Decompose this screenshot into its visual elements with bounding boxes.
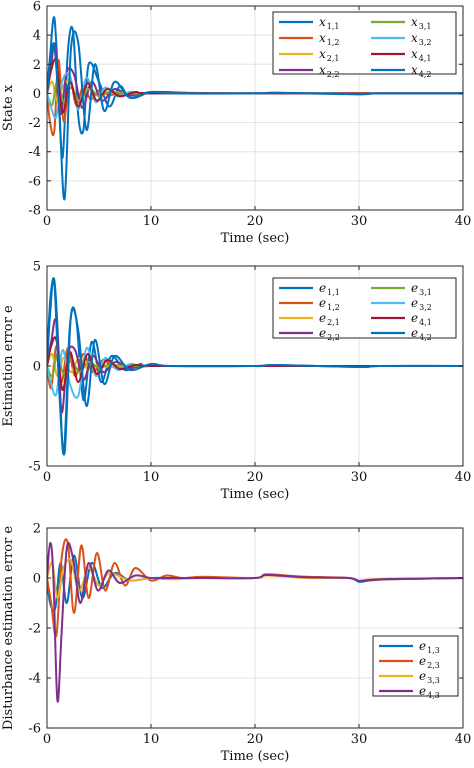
- y-tick-label: -8: [28, 204, 41, 219]
- x-tick-label: 40: [455, 732, 472, 747]
- y-tick-label: 6: [33, 0, 41, 15]
- x-tick-label: 20: [247, 214, 264, 229]
- y-tick-label: 4: [33, 29, 41, 44]
- x-tick-label: 40: [455, 214, 472, 229]
- y-tick-label: -6: [28, 174, 41, 189]
- x-tick-label: 0: [43, 214, 51, 229]
- series-group: [47, 16, 463, 201]
- x-tick-label: 10: [143, 470, 160, 485]
- series-group: [47, 277, 463, 456]
- legend: x1,1x1,2x2,1x2,2x3,1x3,2x4,1x4,2: [272, 11, 457, 79]
- y-axis-label: Disturbance estimation error e: [1, 526, 16, 730]
- x-tick-label: 0: [43, 732, 51, 747]
- series-line-e-4-3: [47, 541, 463, 703]
- x-axis-label: Time (sec): [221, 231, 290, 246]
- y-tick-label: -4: [28, 145, 41, 160]
- y-tick-label: -4: [28, 672, 41, 687]
- y-tick-label: 0: [33, 360, 41, 375]
- x-tick-label: 10: [143, 732, 160, 747]
- chart-3: 0 10 20 30 40 -6 -4 -2 0 2 Time (sec) Disturbance e…: [1, 522, 471, 765]
- y-axis-label: State x: [1, 84, 16, 131]
- y-tick-label: 2: [33, 522, 41, 537]
- chart-1: 0 10 20 30 40 -8 -6 -4 -2 0 2 4 6 Time (sec) State x x1…: [1, 0, 471, 246]
- y-tick-label: 0: [33, 87, 41, 102]
- y-tick-label: -6: [28, 722, 41, 737]
- x-tick-label: 30: [351, 214, 368, 229]
- y-tick-label: 2: [33, 58, 41, 73]
- y-tick-label: 0: [33, 572, 41, 587]
- x-tick-label: 20: [247, 732, 264, 747]
- series-line-x-4-2: [47, 30, 463, 201]
- y-tick-label: -2: [28, 622, 41, 637]
- x-tick-label: 20: [247, 470, 264, 485]
- series-line-e-4-2: [47, 277, 463, 456]
- legend: e1,1e1,2e2,1e2,2e3,1e3,2e4,1e4,2: [272, 277, 457, 342]
- x-axis-label: Time (sec): [221, 749, 290, 764]
- x-tick-label: 40: [455, 470, 472, 485]
- y-tick-label: -2: [28, 116, 41, 131]
- y-tick-label: -5: [28, 460, 41, 475]
- x-tick-label: 30: [351, 470, 368, 485]
- x-tick-label: 0: [43, 470, 51, 485]
- legend: e1,3e2,3e3,3e4,3: [372, 635, 459, 700]
- y-axis-label: Estimation error e: [1, 305, 16, 427]
- x-tick-label: 10: [143, 214, 160, 229]
- x-axis-label: Time (sec): [221, 487, 290, 502]
- legend-box: [372, 635, 459, 697]
- series-group: [47, 538, 463, 703]
- y-tick-label: 5: [33, 260, 41, 275]
- x-tick-label: 30: [351, 732, 368, 747]
